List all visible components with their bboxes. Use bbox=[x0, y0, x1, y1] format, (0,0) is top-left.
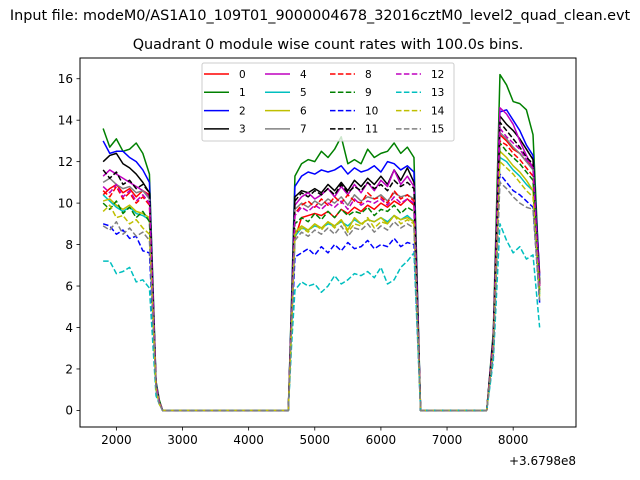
x-tick-label: 5000 bbox=[299, 433, 330, 447]
x-tick-label: 7000 bbox=[432, 433, 463, 447]
legend-label-0: 0 bbox=[239, 69, 246, 81]
y-tick-label: 6 bbox=[65, 279, 73, 293]
legend-frame bbox=[201, 62, 455, 142]
y-tick-label: 4 bbox=[65, 321, 73, 335]
series-line-15 bbox=[102, 181, 541, 412]
legend-label-2: 2 bbox=[239, 105, 246, 117]
chart-title: Quadrant 0 module wise count rates with … bbox=[133, 37, 524, 53]
legend-label-13: 13 bbox=[431, 87, 444, 99]
legend-label-8: 8 bbox=[365, 69, 372, 81]
legend-label-1: 1 bbox=[239, 87, 246, 99]
legend-label-5: 5 bbox=[300, 87, 307, 99]
y-tick-label: 8 bbox=[65, 238, 73, 252]
y-tick-label: 2 bbox=[65, 362, 73, 376]
legend-label-12: 12 bbox=[431, 69, 444, 81]
series-line-14 bbox=[102, 160, 541, 412]
legend-label-14: 14 bbox=[431, 105, 445, 117]
y-tick-label: 10 bbox=[58, 196, 73, 210]
x-tick-label: 2000 bbox=[101, 433, 132, 447]
legend-label-4: 4 bbox=[300, 69, 307, 81]
y-tick-label: 0 bbox=[65, 404, 73, 418]
x-tick-label: 4000 bbox=[233, 433, 264, 447]
x-tick-label: 8000 bbox=[498, 433, 529, 447]
series-layer bbox=[102, 73, 541, 412]
y-tick-label: 12 bbox=[58, 155, 73, 169]
legend-label-10: 10 bbox=[365, 105, 378, 117]
x-tick-label: 6000 bbox=[366, 433, 397, 447]
legend-label-6: 6 bbox=[300, 105, 307, 117]
legend-label-15: 15 bbox=[431, 124, 444, 136]
x-axis: 2000 3000 4000 5000 6000 7000 8000 bbox=[101, 427, 528, 447]
plot-frame bbox=[79, 57, 577, 428]
series-line-11 bbox=[102, 121, 541, 412]
x-axis-offset-label: +3.6798e8 bbox=[509, 454, 576, 468]
legend-label-11: 11 bbox=[365, 124, 378, 136]
legend-label-3: 3 bbox=[239, 124, 246, 136]
legend-label-7: 7 bbox=[300, 124, 307, 136]
figure-suptitle: Input file: modeM0/AS1A10_109T01_9000004… bbox=[10, 8, 631, 24]
legend-label-9: 9 bbox=[365, 87, 372, 99]
x-tick-label: 3000 bbox=[167, 433, 198, 447]
y-tick-label: 16 bbox=[58, 72, 73, 86]
y-axis: 0 2 4 6 8 10 12 14 16 bbox=[58, 72, 80, 418]
y-tick-label: 14 bbox=[58, 113, 73, 127]
